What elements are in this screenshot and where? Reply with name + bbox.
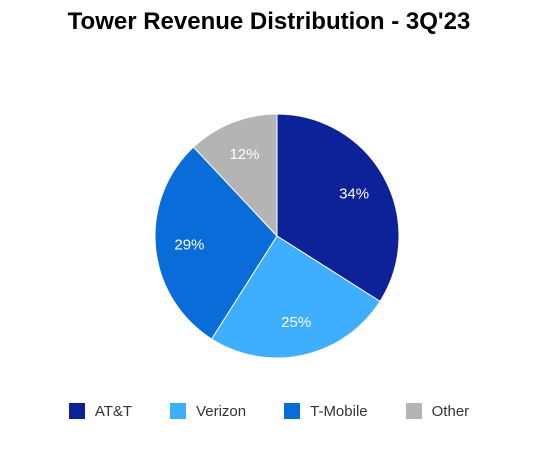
data-label-att: 34% [339, 186, 369, 203]
legend-label-att: AT&T [94, 402, 133, 420]
legend-item-verizon[interactable]: Verizon [170, 403, 246, 420]
pie-slice-t-mobile[interactable] [154, 146, 278, 340]
pie-slice-other[interactable] [192, 113, 278, 238]
legend-swatch-att [68, 403, 85, 419]
data-label-t-mobile: 29% [174, 236, 204, 253]
legend-item-att[interactable]: AT&T [68, 402, 133, 420]
chart-title: Tower Revenue Distribution - 3Q'23 [67, 8, 471, 35]
legend-item-t-mobile[interactable]: T-Mobile [284, 403, 368, 420]
data-label-other: 12% [230, 146, 260, 163]
legend-label-verizon: Verizon [196, 402, 247, 420]
legend-swatch-other [405, 403, 422, 419]
pie-slice-att[interactable] [276, 113, 400, 303]
chart-legend: AT&T Verizon T-Mobile Other [0, 400, 538, 422]
data-label-verizon: 25% [281, 314, 311, 331]
legend-swatch-t-mobile [284, 403, 301, 419]
legend-item-other[interactable]: Other [405, 402, 470, 420]
pie-slice-verizon[interactable] [210, 235, 381, 359]
legend-label-t-mobile: T-Mobile [310, 402, 368, 420]
legend-label-other: Other [431, 402, 470, 420]
legend-swatch-verizon [170, 403, 187, 419]
